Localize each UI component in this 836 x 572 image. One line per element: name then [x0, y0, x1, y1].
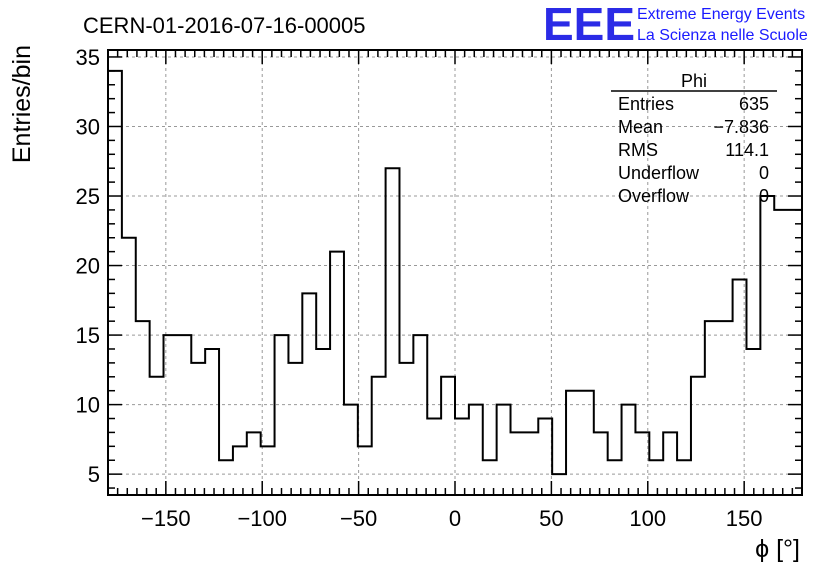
- y-tick-label: 10: [76, 393, 100, 418]
- run-title: CERN-01-2016-07-16-00005: [83, 13, 366, 38]
- y-axis-title: Entries/bin: [8, 45, 36, 163]
- stats-row-value: 0: [759, 186, 769, 206]
- stats-row-value: 0: [759, 163, 769, 183]
- y-tick-label: 35: [76, 45, 100, 70]
- stats-row-value: 635: [739, 94, 769, 114]
- stats-row-label: RMS: [618, 140, 658, 160]
- eee-logo: EEE: [543, 0, 635, 50]
- eee-subtitle-line2: La Scienza nelle Scuole: [637, 27, 808, 44]
- y-tick-label: 5: [88, 462, 100, 487]
- stats-row-label: Entries: [618, 94, 674, 114]
- grid-lines: [108, 50, 802, 495]
- y-tick-labels: 5 10 15 20 25 30 35: [76, 45, 100, 487]
- y-tick-label: 25: [76, 184, 100, 209]
- x-axis-title: ϕ [°]: [755, 535, 800, 563]
- stats-row-value: 114.1: [725, 140, 769, 160]
- stats-title: Phi: [681, 71, 707, 91]
- x-tick-label: −50: [340, 506, 377, 531]
- x-tick-labels: −150 −100 −50 0 50 100 150: [141, 506, 762, 531]
- stats-row-label: Mean: [618, 117, 663, 137]
- x-tick-label: −150: [141, 506, 191, 531]
- x-tick-label: 100: [629, 506, 666, 531]
- x-tick-label: 0: [449, 506, 461, 531]
- y-tick-label: 15: [76, 323, 100, 348]
- axis-ticks: [108, 50, 802, 495]
- x-tick-label: −100: [237, 506, 287, 531]
- x-tick-label: 50: [539, 506, 563, 531]
- y-tick-label: 30: [76, 114, 100, 139]
- histogram-outline: [107, 69, 803, 495]
- stats-row-value: −7.836: [713, 117, 769, 137]
- stats-box: Phi Entries 635 Mean −7.836 RMS 114.1 Un…: [611, 71, 777, 206]
- y-tick-label: 20: [76, 254, 100, 279]
- stats-row-label: Underflow: [618, 163, 700, 183]
- x-tick-label: 150: [726, 506, 763, 531]
- eee-subtitle-line1: Extreme Energy Events: [637, 6, 805, 23]
- stats-row-label: Overflow: [618, 186, 690, 206]
